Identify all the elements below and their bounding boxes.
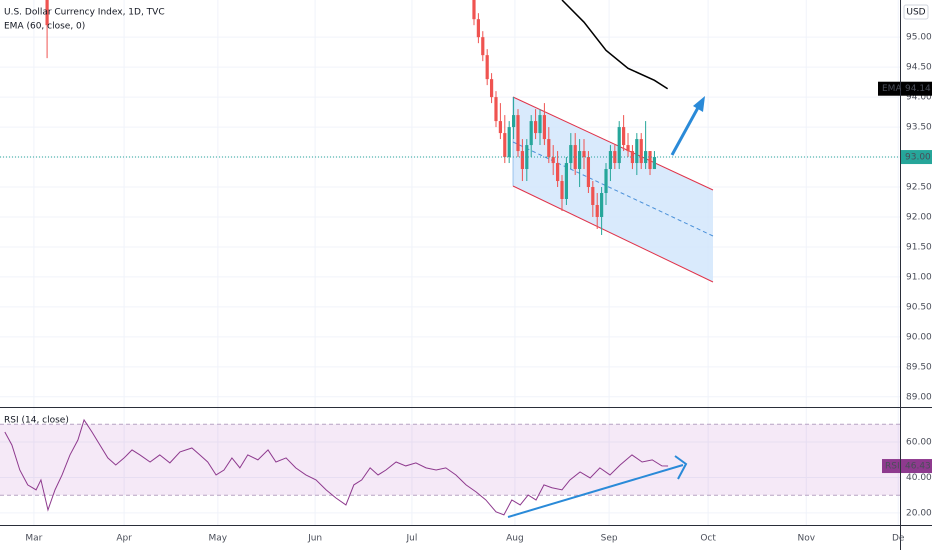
y-tick-label: 60.00 [906, 437, 932, 447]
candle-body [503, 133, 507, 158]
ema-value-tag [901, 81, 932, 96]
x-tick-label: Aug [506, 534, 524, 544]
candle-body [516, 115, 520, 152]
candle-body [652, 157, 657, 170]
candle-body [582, 151, 586, 158]
candle-body [542, 115, 547, 140]
candle-body [472, 0, 476, 20]
candle-body [489, 79, 494, 98]
grid [0, 0, 900, 525]
y-tick-label: 91.50 [906, 242, 932, 252]
y-tick-label: 94.00 [906, 93, 932, 103]
candle-body [578, 151, 582, 170]
rsi-legend: RSI (14, close) [4, 416, 69, 426]
candle-body [573, 145, 577, 170]
rsi-pane [0, 418, 900, 516]
x-tick-label: Mar [25, 534, 42, 544]
candle-body [529, 121, 533, 146]
candle-body [639, 139, 643, 164]
last-price-label: 93.00 [905, 153, 931, 163]
axes: 89.00 89.50 90.00 90.50 91.00 91.50 92.00 92.50… [25, 33, 932, 544]
y-tick-label: 91.00 [906, 272, 932, 282]
rsi-line [4, 418, 669, 516]
candle-body [485, 55, 489, 80]
x-tick-label: Apr [116, 534, 132, 544]
x-tick-label: De [892, 534, 905, 544]
x-tick-label: Jun [307, 534, 322, 544]
price-pane [0, 0, 900, 235]
candle-body [476, 19, 480, 38]
candle-body [630, 151, 635, 164]
x-tick-label: May [209, 534, 228, 544]
candle-body [556, 163, 560, 182]
y-tick-label: 40.00 [906, 473, 932, 483]
last-price-tag [901, 150, 932, 165]
y-tick-label: 89.50 [906, 362, 932, 372]
rsi-value-label: 46.43 [905, 462, 931, 472]
currency-box[interactable] [903, 4, 929, 20]
candle-body [560, 181, 564, 200]
y-tick-label: 92.50 [906, 183, 932, 193]
x-tick-label: Oct [700, 534, 716, 544]
candle-body [604, 169, 608, 194]
candle-body [564, 163, 569, 200]
y-tick-label: 89.00 [906, 392, 932, 402]
y-tick-label: 92.00 [906, 212, 932, 222]
candle-body [533, 121, 538, 134]
candle-body [507, 127, 511, 158]
x-tick-label: Sep [601, 534, 618, 544]
candle-body [45, 0, 49, 26]
currency-label: USD [906, 8, 925, 18]
candle-body [591, 187, 595, 205]
ema-tag [878, 81, 900, 96]
x-tick-label: Nov [797, 534, 815, 544]
candle-body [551, 157, 555, 164]
arrow-drawing [507, 96, 705, 518]
rsi-value-tag [901, 459, 932, 474]
candle-body [613, 151, 617, 164]
candle-body [622, 127, 626, 146]
candle-body [595, 204, 599, 217]
candle-body [586, 157, 591, 188]
candle-body [511, 115, 516, 128]
candle-body [525, 145, 529, 170]
candle-body [547, 139, 551, 158]
candle-body [617, 127, 621, 164]
candle-body [608, 151, 613, 170]
candle-body [520, 151, 524, 170]
candle-body [600, 193, 604, 217]
ema-legend: EMA (60, close, 0) [4, 22, 85, 32]
y-tick-label: 20.00 [906, 508, 932, 518]
ema-value-label: 94.14 [905, 84, 931, 94]
y-tick-label: 94.50 [906, 63, 932, 73]
channel-drawing [512, 96, 714, 283]
rsi-tag [882, 459, 900, 474]
candle-body [498, 121, 502, 134]
chart-title: U.S. Dollar Currency Index, 1D, TVC [4, 8, 165, 18]
ema-tag-name: EMA [882, 84, 902, 94]
candle-body [648, 151, 652, 170]
candle-body [481, 37, 485, 56]
candle-body [538, 115, 542, 134]
candle-body [569, 145, 573, 164]
y-tick-label: 93.50 [906, 123, 932, 133]
candle-body [635, 139, 639, 164]
y-tick-label: 90.00 [906, 332, 932, 342]
candle-body [626, 145, 630, 152]
x-tick-label: Jul [406, 534, 418, 544]
rsi-tag-name: RSI [885, 462, 900, 472]
y-tick-label: 95.00 [906, 33, 932, 43]
candle-body [494, 97, 498, 122]
ema-line [561, 0, 669, 90]
y-tick-label: 90.50 [906, 302, 932, 312]
rsi-band [0, 424, 900, 496]
